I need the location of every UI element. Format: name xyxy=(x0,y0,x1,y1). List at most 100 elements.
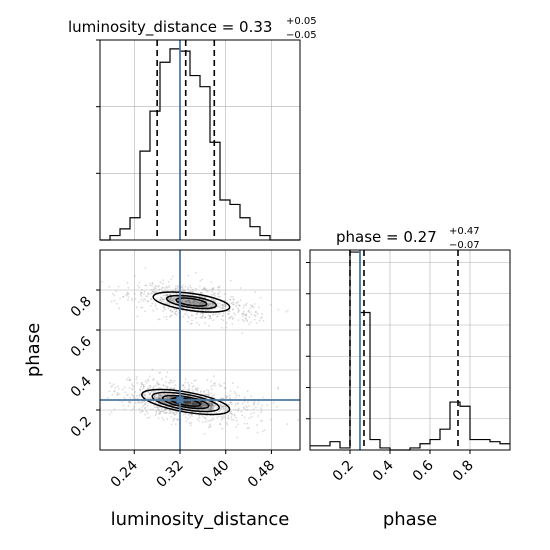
2d-sample-point xyxy=(158,288,161,291)
2d-sample-point xyxy=(212,314,214,317)
2d-sample-point xyxy=(210,293,213,296)
2d-sample-point xyxy=(184,300,187,303)
ld-hist-frame xyxy=(99,39,301,241)
2d-sample-point xyxy=(136,397,139,400)
2d-sample-point xyxy=(224,386,227,389)
2d-sample-point xyxy=(227,313,230,316)
2d-sample-point xyxy=(199,291,202,294)
2d-sample-point xyxy=(144,406,147,409)
2d-sample-point xyxy=(200,291,203,294)
2d-sample-point xyxy=(157,285,160,288)
2d-sample-point xyxy=(221,303,224,306)
2d-sample-point xyxy=(141,400,144,403)
2d-sample-point xyxy=(235,394,238,397)
2d-density-cell xyxy=(156,297,166,300)
2d-sample-point xyxy=(146,404,149,407)
2d-sample-point xyxy=(251,304,254,307)
2d-sample-point xyxy=(262,319,265,322)
2d-sample-point xyxy=(194,379,197,382)
2d-sample-point xyxy=(193,302,196,305)
2d-sample-point xyxy=(173,308,176,310)
2d-sample-point xyxy=(247,405,250,407)
2d-sample-point xyxy=(202,315,204,317)
2d-sample-point xyxy=(130,393,133,396)
2d-sample-point xyxy=(159,298,162,301)
2d-sample-point xyxy=(248,417,251,420)
2d-sample-point xyxy=(130,297,133,300)
2d-sample-point xyxy=(134,298,137,300)
2d-sample-point xyxy=(204,316,207,319)
2d-sample-point xyxy=(210,317,212,320)
2d-sample-point xyxy=(201,295,204,298)
2d-sample-point xyxy=(140,306,143,309)
2d-sample-point xyxy=(158,383,161,386)
2d-sample-point xyxy=(133,292,136,295)
2d-sample-point xyxy=(208,402,211,405)
2d-sample-point xyxy=(208,394,210,397)
2d-sample-point xyxy=(203,286,206,289)
2d-sample-point xyxy=(253,314,256,317)
2d-sample-point xyxy=(218,290,221,293)
2d-sample-point xyxy=(223,293,226,296)
2d-sample-point xyxy=(205,404,208,406)
2d-sample-point xyxy=(177,418,180,421)
2d-sample-point xyxy=(151,282,154,285)
2d-sample-point xyxy=(221,307,224,310)
2d-sample-point xyxy=(227,417,230,420)
2d-sample-point xyxy=(211,303,214,305)
2d-sample-point xyxy=(169,379,172,382)
2d-sample-point xyxy=(173,412,176,415)
2d-sample-point xyxy=(150,292,153,294)
2d-sample-point xyxy=(245,319,248,321)
2d-sample-point xyxy=(221,307,223,309)
2d-sample-point xyxy=(190,382,193,385)
2d-sample-point xyxy=(154,414,157,417)
2d-sample-point xyxy=(192,288,194,291)
2d-sample-point xyxy=(219,423,221,426)
2d-sample-point xyxy=(184,416,187,419)
2d-sample-point xyxy=(149,393,151,395)
2d-sample-point xyxy=(160,378,163,380)
2d-sample-point xyxy=(161,409,164,412)
2d-sample-point xyxy=(257,306,260,309)
2d-sample-point xyxy=(204,316,206,319)
2d-sample-point xyxy=(149,391,152,394)
2d-sample-point xyxy=(224,304,227,307)
2d-sample-point xyxy=(245,314,248,317)
2d-sample-point xyxy=(205,404,208,407)
2d-sample-point xyxy=(277,386,279,389)
2d-sample-point xyxy=(224,305,227,307)
2d-sample-point xyxy=(199,316,202,319)
2d-sample-point xyxy=(158,413,160,415)
2d-sample-point xyxy=(207,394,210,397)
2d-sample-point xyxy=(241,402,244,405)
2d-sample-point xyxy=(202,312,204,315)
2d-sample-point xyxy=(170,415,173,418)
2d-sample-point xyxy=(230,416,233,419)
2d-sample-point xyxy=(171,299,174,302)
2d-sample-point xyxy=(147,386,150,389)
2d-sample-point xyxy=(211,298,213,300)
2d-sample-point xyxy=(249,321,252,324)
2d-sample-point xyxy=(159,371,162,374)
2d-sample-point xyxy=(169,297,172,300)
2d-sample-point xyxy=(249,307,252,309)
2d-sample-point xyxy=(180,286,183,288)
2d-sample-point xyxy=(188,385,191,388)
2d-sample-point xyxy=(176,287,179,289)
2d-sample-point xyxy=(128,379,131,382)
2d-sample-point xyxy=(143,298,145,300)
2d-sample-point xyxy=(229,401,232,404)
2d-sample-point xyxy=(144,393,146,396)
2d-sample-point xyxy=(131,299,134,302)
2d-sample-point xyxy=(193,299,196,302)
2d-sample-point xyxy=(210,297,213,300)
2d-sample-point xyxy=(212,319,215,322)
2d-sample-point xyxy=(164,408,166,411)
2d-sample-point xyxy=(184,388,187,391)
2d-sample-point xyxy=(203,404,206,407)
2d-sample-point xyxy=(126,294,129,297)
2d-sample-point xyxy=(249,304,252,307)
2d-sample-point xyxy=(153,396,156,399)
2d-sample-point xyxy=(167,307,170,310)
